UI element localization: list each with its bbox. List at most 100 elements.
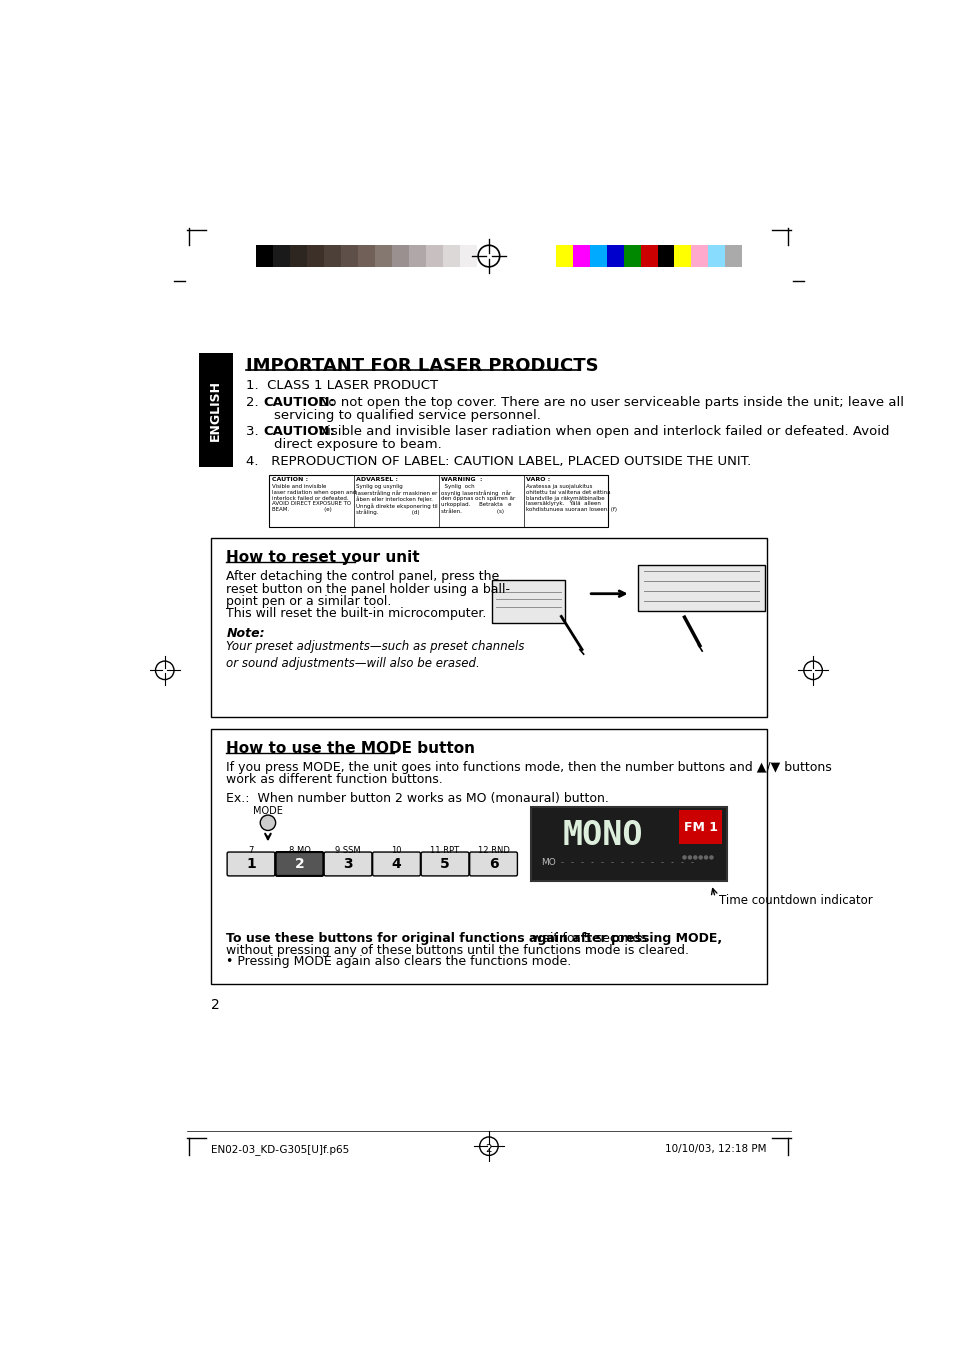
Text: 9 SSM: 9 SSM	[335, 846, 360, 855]
FancyBboxPatch shape	[324, 852, 372, 875]
Text: Your preset adjustments—such as preset channels
or sound adjustments—will also b: Your preset adjustments—such as preset c…	[226, 639, 524, 670]
Bar	[425, 246, 442, 267]
Text: MONO: MONO	[562, 819, 642, 851]
Bar	[556, 246, 572, 267]
Bar	[459, 246, 476, 267]
Text: 7: 7	[248, 846, 253, 855]
Text: FM 1: FM 1	[683, 821, 717, 834]
Text: EN02-03_KD-G305[U]f.p65: EN02-03_KD-G305[U]f.p65	[211, 1144, 349, 1155]
Text: ADVARSEL :: ADVARSEL :	[356, 477, 398, 482]
Text: 2.: 2.	[246, 396, 267, 409]
FancyBboxPatch shape	[373, 852, 420, 875]
Bar	[640, 246, 657, 267]
Text: Ex.:  When number button 2 works as MO (monaural) button.: Ex.: When number button 2 works as MO (m…	[226, 792, 609, 805]
Bar	[198, 353, 233, 467]
Text: reset button on the panel holder using a ball-: reset button on the panel holder using a…	[226, 582, 510, 596]
Text: CAUTION:: CAUTION:	[263, 426, 335, 439]
Circle shape	[709, 857, 712, 859]
Text: Visible and invisible laser radiation when open and interlock failed or defeated: Visible and invisible laser radiation wh…	[314, 426, 889, 439]
Bar	[530, 808, 726, 881]
Text: This will reset the built-in microcomputer.: This will reset the built-in microcomput…	[226, 607, 486, 620]
Text: 2: 2	[294, 857, 304, 871]
Text: CAUTION :: CAUTION :	[272, 477, 308, 482]
Bar	[324, 246, 341, 267]
Bar	[211, 538, 766, 716]
Circle shape	[260, 815, 275, 831]
Bar	[307, 246, 324, 267]
Text: WARNING  :: WARNING :	[440, 477, 482, 482]
FancyBboxPatch shape	[420, 852, 469, 875]
Circle shape	[688, 857, 691, 859]
Text: Synlig  och
osynlig laserstråning  når
den öppnas och spärren är
urkopplad.     : Synlig och osynlig laserstråning når den…	[440, 484, 515, 513]
Text: VARO :: VARO :	[525, 477, 550, 482]
Bar	[589, 246, 606, 267]
Text: 10: 10	[391, 846, 401, 855]
Text: • Pressing MODE again also clears the functions mode.: • Pressing MODE again also clears the fu…	[226, 955, 571, 969]
Text: CAUTION:: CAUTION:	[263, 396, 335, 409]
Text: work as different function buttons.: work as different function buttons.	[226, 773, 442, 786]
Bar	[375, 246, 392, 267]
Bar	[724, 246, 741, 267]
Text: How to use the MODE button: How to use the MODE button	[226, 742, 475, 757]
Text: 4: 4	[392, 857, 401, 871]
Text: 2: 2	[211, 997, 219, 1012]
Bar	[572, 246, 589, 267]
Bar	[357, 246, 375, 267]
Text: point pen or a similar tool.: point pen or a similar tool.	[226, 594, 392, 608]
Text: Avatessa ja suojalukitus
ohitettu tai valitena det eittina
blandville ja räkymät: Avatessa ja suojalukitus ohitettu tai va…	[525, 484, 617, 512]
Text: 2: 2	[485, 1144, 492, 1154]
Text: 5: 5	[439, 857, 450, 871]
Text: 8 MO: 8 MO	[288, 846, 310, 855]
Bar	[341, 246, 357, 267]
Text: Time countdown indicator: Time countdown indicator	[719, 894, 872, 908]
Text: 4.   REPRODUCTION OF LABEL: CAUTION LABEL, PLACED OUTSIDE THE UNIT.: 4. REPRODUCTION OF LABEL: CAUTION LABEL,…	[246, 455, 751, 467]
Text: Visible and invisible
laser radiation when open and
interlock failed or defeated: Visible and invisible laser radiation wh…	[272, 484, 355, 512]
Bar	[211, 728, 766, 985]
Bar	[606, 246, 623, 267]
Text: If you press MODE, the unit goes into functions mode, then the number buttons an: If you press MODE, the unit goes into fu…	[226, 761, 831, 774]
Bar	[476, 246, 493, 267]
Text: Note:: Note:	[226, 627, 265, 640]
Polygon shape	[492, 580, 564, 623]
Text: Synlig og usynlig
laserstråling når maskinen er
åben eller interlocken fejler.
U: Synlig og usynlig laserstråling når mask…	[356, 484, 437, 515]
Text: Do not open the top cover. There are no user serviceable parts inside the unit; : Do not open the top cover. There are no …	[314, 396, 903, 409]
Bar	[674, 246, 691, 267]
Bar	[638, 565, 764, 611]
Text: ENGLISH: ENGLISH	[209, 380, 222, 440]
Circle shape	[699, 857, 701, 859]
Text: - - - - - - - - - - - - - -: - - - - - - - - - - - - - -	[559, 858, 694, 867]
Text: without pressing any of these buttons until the functions mode is cleared.: without pressing any of these buttons un…	[226, 943, 689, 957]
Bar	[256, 246, 274, 267]
Bar	[274, 246, 290, 267]
Text: How to reset your unit: How to reset your unit	[226, 550, 419, 565]
FancyBboxPatch shape	[275, 852, 323, 875]
Bar	[290, 246, 307, 267]
Text: 10/10/03, 12:18 PM: 10/10/03, 12:18 PM	[664, 1144, 766, 1154]
Text: servicing to qualified service personnel.: servicing to qualified service personnel…	[274, 408, 540, 422]
Bar	[691, 246, 708, 267]
Text: 1: 1	[246, 857, 255, 871]
Bar	[679, 811, 721, 844]
Bar	[623, 246, 640, 267]
Text: 6: 6	[488, 857, 497, 871]
FancyBboxPatch shape	[227, 852, 274, 875]
Text: 3: 3	[343, 857, 353, 871]
Bar	[269, 474, 608, 527]
Bar	[409, 246, 425, 267]
Text: To use these buttons for original functions again after pressing MODE,: To use these buttons for original functi…	[226, 932, 721, 946]
Text: MO: MO	[540, 858, 556, 867]
Text: wait for 5 seconds: wait for 5 seconds	[528, 932, 646, 946]
Bar	[392, 246, 409, 267]
Bar	[708, 246, 724, 267]
Text: 11 RPT: 11 RPT	[430, 846, 459, 855]
Text: IMPORTANT FOR LASER PRODUCTS: IMPORTANT FOR LASER PRODUCTS	[246, 357, 598, 376]
Bar	[657, 246, 674, 267]
Circle shape	[682, 857, 685, 859]
Text: MODE: MODE	[253, 805, 283, 816]
Circle shape	[693, 857, 696, 859]
Text: direct exposure to beam.: direct exposure to beam.	[274, 438, 441, 451]
Text: After detaching the control panel, press the: After detaching the control panel, press…	[226, 570, 499, 584]
FancyBboxPatch shape	[469, 852, 517, 875]
Text: 12 RND: 12 RND	[477, 846, 509, 855]
Circle shape	[703, 857, 707, 859]
